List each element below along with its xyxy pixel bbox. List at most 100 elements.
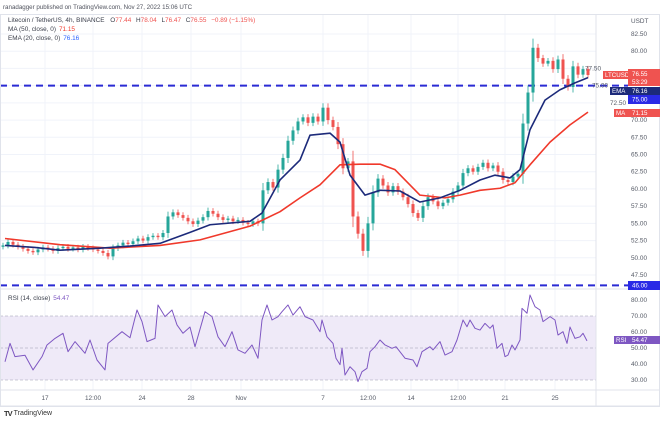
price-tick-label: 50.00 — [631, 255, 647, 262]
candle-body — [321, 107, 325, 122]
rsi-tick-label: 30.00 — [631, 377, 647, 384]
candle-body — [386, 185, 390, 193]
tradingview-logo[interactable]: TV TradingView — [4, 409, 52, 418]
candle-body — [196, 220, 200, 225]
rsi-tick-label: 40.00 — [631, 361, 647, 368]
time-tick-label: 7 — [321, 395, 325, 402]
candle-body — [86, 246, 90, 249]
candle-body — [276, 169, 280, 188]
candle-body — [21, 246, 25, 249]
candle-body — [301, 117, 305, 122]
candle-body — [186, 217, 190, 222]
candle-body — [36, 249, 40, 253]
symbol-price-tag: LTCUSDT 76.55 53:29 — [603, 69, 660, 86]
candle-body — [151, 235, 155, 238]
rsi-line — [4, 294, 588, 383]
candle-body — [81, 246, 85, 250]
ema-tag: EMA 76.16 — [610, 87, 660, 95]
candle-body — [471, 168, 475, 172]
candle-body — [391, 186, 395, 193]
candle-body — [416, 213, 420, 218]
candle-body — [286, 140, 290, 158]
candle-body — [111, 248, 115, 257]
candle-body — [231, 218, 235, 222]
brand-name: TradingView — [13, 410, 53, 417]
time-tick-label: 24 — [138, 395, 146, 402]
candle-body — [101, 250, 105, 253]
candle-body — [551, 60, 555, 70]
candle-body — [481, 162, 485, 167]
candle-body — [541, 58, 545, 64]
candle-body — [571, 66, 575, 88]
candle-body — [566, 78, 570, 88]
candle-body — [516, 173, 520, 177]
resistance-level-tag: 75.00 — [628, 95, 660, 104]
candle-body — [61, 246, 65, 249]
price-tick-label: 65.00 — [631, 152, 647, 159]
candle-body — [451, 191, 455, 200]
price-tick-label: 82.50 — [631, 31, 647, 38]
candle-body — [11, 241, 15, 245]
candle-body — [491, 165, 495, 169]
candle-body — [131, 241, 135, 245]
low-value: 76.47 — [165, 17, 181, 24]
time-tick-label: 14 — [407, 395, 415, 402]
symbol-name: Litecoin / TetherUS, 4h, BINANCE — [8, 17, 105, 24]
last-price: 76.55 — [632, 71, 648, 78]
rsi-axis[interactable]: 80.00 70.00 60.00 50.00 40.00 30.00 — [631, 297, 647, 384]
rsi-legend[interactable]: RSI (14, close) 54.47 — [8, 295, 70, 302]
rsi-legend-value: 54.47 — [53, 295, 69, 302]
candle-body — [121, 242, 125, 246]
candle-body — [336, 126, 340, 145]
ma-legend[interactable]: MA (50, close, 0) 71.15 — [8, 26, 75, 33]
ma-tag: MA 71.15 — [614, 109, 660, 117]
candle-body — [436, 201, 440, 207]
candle-body — [341, 144, 345, 169]
time-tick-label: 21 — [501, 395, 509, 402]
svg-text:46.00: 46.00 — [632, 283, 648, 290]
candle-body — [221, 217, 225, 220]
candle-body — [521, 123, 525, 174]
candle-body — [206, 210, 210, 218]
candle-body — [306, 117, 310, 123]
price-tick-label: 52.50 — [631, 238, 647, 245]
candle-body — [201, 217, 205, 221]
time-axis[interactable]: 17 12:00 24 28 Nov 7 12:00 14 12:00 21 25 — [41, 395, 559, 402]
price-tick-label: 80.00 — [631, 48, 647, 55]
candle-body — [356, 216, 360, 234]
candle-body — [366, 223, 370, 251]
svg-text:71.15: 71.15 — [632, 110, 648, 117]
price-axis[interactable]: 82.50 80.00 77.50 75.00 72.50 70.00 67.50 65.00… — [585, 18, 648, 279]
candle-body — [246, 222, 250, 225]
candle-body — [381, 178, 385, 186]
svg-text:EMA: EMA — [612, 88, 626, 95]
change-value: −0.89 (−1.15%) — [211, 17, 255, 24]
time-tick-label: 12:00 — [450, 395, 466, 402]
candle-body — [496, 165, 500, 172]
candle-body — [376, 178, 380, 193]
ema-legend[interactable]: EMA (20, close, 0) 76.16 — [8, 35, 80, 42]
candle-body — [361, 233, 365, 251]
candle-body — [211, 210, 215, 214]
candle-body — [506, 179, 510, 183]
candle-body — [216, 213, 220, 218]
close-value: 76.55 — [190, 17, 206, 24]
ma50-line — [4, 111, 589, 249]
svg-text:MA: MA — [616, 110, 626, 117]
candle-body — [126, 242, 130, 245]
price-tick-label: 57.50 — [631, 203, 647, 210]
time-tick-label: 12:00 — [360, 395, 376, 402]
high-value: 78.04 — [141, 17, 157, 24]
ema20-line — [4, 76, 589, 252]
symbol-legend[interactable]: Litecoin / TetherUS, 4h, BINANCE O77.44 … — [8, 17, 255, 24]
published-note: ranadagger published on TradingView.com,… — [3, 4, 193, 11]
candle-body — [511, 176, 515, 183]
candle-body — [26, 248, 30, 251]
candle-body — [271, 182, 275, 188]
candle-body — [1, 245, 5, 247]
svg-text:76.16: 76.16 — [632, 88, 648, 95]
ma-legend-value: 71.15 — [59, 26, 75, 33]
candle-body — [236, 219, 240, 222]
candle-body — [406, 197, 410, 205]
